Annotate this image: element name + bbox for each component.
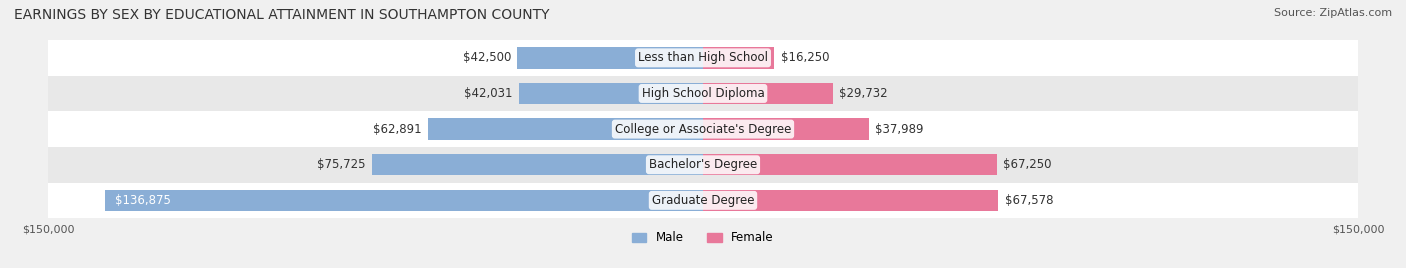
Text: $37,989: $37,989 <box>876 122 924 136</box>
Text: High School Diploma: High School Diploma <box>641 87 765 100</box>
Text: Graduate Degree: Graduate Degree <box>652 194 754 207</box>
Bar <box>703 118 869 140</box>
Bar <box>517 47 703 69</box>
Text: $67,250: $67,250 <box>1004 158 1052 171</box>
Text: $62,891: $62,891 <box>373 122 422 136</box>
Text: Less than High School: Less than High School <box>638 51 768 64</box>
Bar <box>48 40 1358 76</box>
Text: $75,725: $75,725 <box>318 158 366 171</box>
Text: College or Associate's Degree: College or Associate's Degree <box>614 122 792 136</box>
Bar <box>519 83 703 104</box>
Bar <box>703 83 832 104</box>
Legend: Male, Female: Male, Female <box>627 227 779 249</box>
Text: $42,031: $42,031 <box>464 87 513 100</box>
Text: $42,500: $42,500 <box>463 51 510 64</box>
Text: Source: ZipAtlas.com: Source: ZipAtlas.com <box>1274 8 1392 18</box>
Text: $67,578: $67,578 <box>1005 194 1053 207</box>
Text: $136,875: $136,875 <box>115 194 172 207</box>
Bar <box>105 190 703 211</box>
Text: $16,250: $16,250 <box>780 51 830 64</box>
Text: EARNINGS BY SEX BY EDUCATIONAL ATTAINMENT IN SOUTHAMPTON COUNTY: EARNINGS BY SEX BY EDUCATIONAL ATTAINMEN… <box>14 8 550 22</box>
Bar <box>48 147 1358 183</box>
Bar <box>48 183 1358 218</box>
Bar <box>703 190 998 211</box>
Text: Bachelor's Degree: Bachelor's Degree <box>650 158 756 171</box>
Bar <box>429 118 703 140</box>
Bar <box>48 111 1358 147</box>
Bar <box>703 47 773 69</box>
Bar <box>703 154 997 176</box>
Bar <box>373 154 703 176</box>
Text: $29,732: $29,732 <box>839 87 889 100</box>
Bar <box>48 76 1358 111</box>
